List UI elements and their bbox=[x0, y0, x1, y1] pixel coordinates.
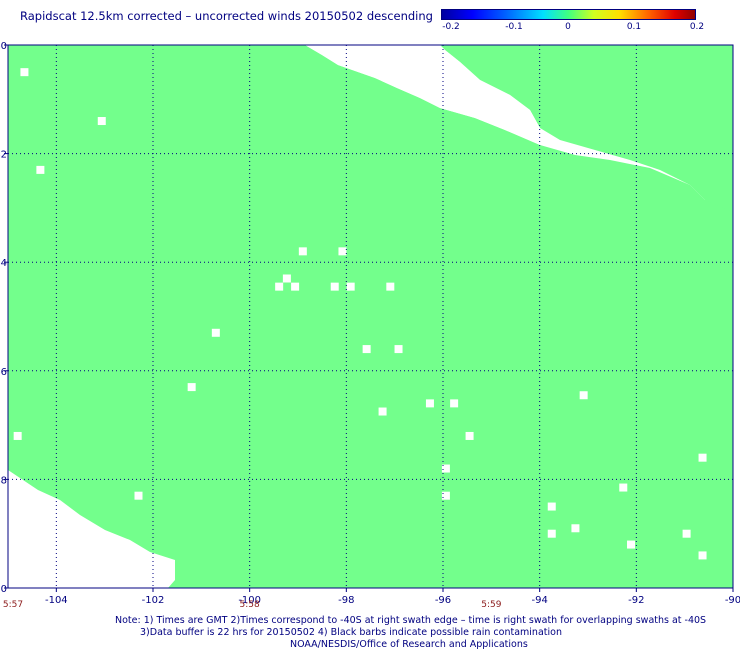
missing-cell bbox=[275, 282, 284, 291]
note-line-2: 3)Data buffer is 22 hrs for 20150502 4) … bbox=[140, 627, 562, 638]
time-label: 5:59 bbox=[481, 600, 501, 610]
missing-cell bbox=[441, 464, 450, 473]
colorbar-label-pos: 0.1 bbox=[626, 22, 642, 32]
missing-cell bbox=[187, 383, 196, 392]
note-line-3: NOAA/NESDIS/Office of Research and Appli… bbox=[290, 639, 528, 650]
missing-cell bbox=[378, 407, 387, 416]
missing-cell bbox=[338, 247, 347, 256]
missing-cell bbox=[465, 431, 474, 440]
colorbar bbox=[441, 9, 696, 20]
time-label: 5:58 bbox=[240, 600, 260, 610]
x-tick-label: -94 bbox=[531, 595, 547, 606]
missing-cell bbox=[450, 399, 459, 408]
missing-cell bbox=[97, 117, 106, 126]
time-label: 5:57 bbox=[3, 600, 23, 610]
missing-cell bbox=[441, 491, 450, 500]
missing-cell bbox=[425, 399, 434, 408]
missing-cell bbox=[547, 502, 556, 511]
missing-cell bbox=[346, 282, 355, 291]
note-line-1: Note: 1) Times are GMT 2)Times correspon… bbox=[115, 615, 707, 626]
y-tick-label: -50 bbox=[0, 584, 7, 595]
missing-cell bbox=[571, 524, 580, 533]
missing-cell bbox=[619, 483, 628, 492]
colorbar-label-zero: 0 bbox=[565, 22, 571, 32]
missing-cell bbox=[36, 165, 45, 174]
swath-gap-lower bbox=[8, 470, 175, 588]
x-tick-label: -98 bbox=[338, 595, 354, 606]
missing-cell bbox=[211, 328, 220, 337]
colorbar-label-min: -0.2 bbox=[442, 22, 460, 32]
missing-cell bbox=[698, 453, 707, 462]
missing-cell bbox=[298, 247, 307, 256]
x-tick-label: -100 bbox=[238, 595, 261, 606]
colorbar-label-max: 0.2 bbox=[689, 22, 705, 32]
missing-cell bbox=[134, 491, 143, 500]
y-tick-label: -40 bbox=[0, 41, 7, 52]
y-tick-label: -46 bbox=[0, 367, 7, 378]
missing-cell bbox=[282, 274, 291, 283]
x-tick-label: -90 bbox=[725, 595, 740, 606]
missing-cell bbox=[291, 282, 300, 291]
colorbar-label-neg: -0.1 bbox=[505, 22, 523, 32]
missing-cell bbox=[547, 529, 556, 538]
missing-cell bbox=[330, 282, 339, 291]
missing-cell bbox=[682, 529, 691, 538]
y-tick-label: -44 bbox=[0, 258, 7, 269]
missing-cell bbox=[394, 345, 403, 354]
missing-cell bbox=[362, 345, 371, 354]
missing-cell bbox=[20, 68, 29, 77]
y-tick-label: -42 bbox=[0, 150, 7, 161]
missing-cell bbox=[386, 282, 395, 291]
x-tick-label: -102 bbox=[142, 595, 165, 606]
swath-green-right bbox=[440, 45, 733, 212]
missing-cell bbox=[13, 431, 22, 440]
y-tick-label: -48 bbox=[0, 475, 7, 486]
x-tick-label: -92 bbox=[628, 595, 644, 606]
missing-cell bbox=[579, 391, 588, 400]
missing-cell bbox=[698, 551, 707, 560]
swath-gap-band bbox=[305, 45, 540, 145]
heatmap-plot: -104 -102 -100 -98 -96 -94 -92 -90 -40 -42 -44 -46 -… bbox=[0, 41, 740, 610]
chart-title: Rapidscat 12.5km corrected – uncorrected… bbox=[20, 9, 433, 23]
x-tick-label: -96 bbox=[435, 595, 451, 606]
x-tick-label: -104 bbox=[45, 595, 68, 606]
plot-frame bbox=[7, 44, 734, 589]
missing-cell bbox=[627, 540, 636, 549]
